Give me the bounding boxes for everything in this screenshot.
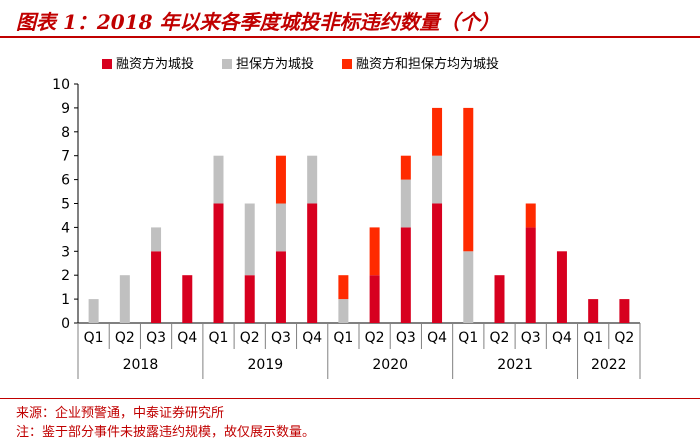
legend-swatch-2	[222, 59, 232, 69]
legend-swatch-1	[102, 59, 112, 69]
x-tick-label: Q4	[177, 330, 197, 346]
y-tick-label: 2	[61, 268, 70, 284]
bar-2-12	[432, 155, 443, 204]
group-label-2020: 2020	[372, 357, 408, 373]
legend-label-1: 融资方为城投	[116, 56, 194, 72]
group-label-2019: 2019	[248, 357, 284, 373]
stacked-bar-chart: 融资方为城投 担保方为城投 融资方和担保方均为城投 0 1 2 3 4 5 6 7 8 9 10 Q1 Q2 Q…	[52, 56, 641, 379]
y-tick-label: 10	[52, 77, 70, 93]
x-tick-label: Q1	[583, 330, 603, 346]
y-tick-label: 9	[61, 101, 70, 117]
bar-3-9	[338, 275, 349, 300]
bar-1-3	[151, 251, 162, 323]
y-tick-label: 0	[61, 316, 70, 332]
bar-3-7	[275, 155, 286, 204]
legend-label-2: 担保方为城投	[236, 56, 314, 72]
bar-2-13	[463, 251, 474, 323]
bar-2-8	[307, 155, 318, 204]
bar-1-18	[619, 299, 630, 323]
x-tick-label: Q1	[333, 330, 353, 346]
bar-1-17	[588, 299, 599, 323]
x-tick-label: Q3	[271, 330, 291, 346]
x-tick-label: Q4	[552, 330, 572, 346]
x-tick-label: Q1	[458, 330, 478, 346]
bar-3-12	[432, 107, 443, 156]
bar-2-1	[88, 299, 99, 323]
x-tick-label: Q1	[84, 330, 104, 346]
y-tick-label: 8	[61, 125, 70, 141]
x-tick-label: Q3	[146, 330, 166, 346]
y-tick-label: 5	[61, 197, 70, 213]
bar-1-4	[182, 275, 193, 323]
bar-2-9	[338, 299, 349, 323]
y-tick-label: 1	[61, 292, 70, 308]
legend-label-3: 融资方和担保方均为城投	[356, 56, 499, 72]
group-label-2022: 2022	[591, 357, 627, 373]
source-note: 来源：企业预警通，中泰证券研究所	[16, 406, 225, 421]
bar-3-15	[525, 203, 536, 228]
title-bar: 图表 1：2018 年以来各季度城投非标违约数量（个）	[0, 0, 700, 38]
x-tick-label: Q2	[365, 330, 385, 346]
x-tick-label: Q4	[302, 330, 322, 346]
y-tick-label: 3	[61, 244, 70, 260]
x-tick-label: Q2	[240, 330, 260, 346]
y-tick-label: 4	[61, 220, 70, 236]
y-tick-label: 6	[61, 173, 70, 189]
bar-1-6	[244, 275, 255, 323]
bar-2-5	[213, 155, 224, 204]
bar-1-8	[307, 203, 318, 323]
bar-1-5	[213, 203, 224, 323]
bar-3-11	[400, 155, 411, 180]
y-tick-label: 7	[61, 149, 70, 165]
bar-1-7	[275, 251, 286, 323]
x-tick-label: Q1	[209, 330, 229, 346]
group-label-2018: 2018	[123, 357, 159, 373]
x-tick-label: Q2	[115, 330, 135, 346]
bar-1-10	[369, 275, 380, 323]
bar-1-14	[494, 275, 505, 323]
bar-2-11	[400, 179, 411, 228]
bar-2-6	[244, 203, 255, 276]
bar-1-16	[556, 251, 567, 323]
bar-3-10	[369, 227, 380, 276]
bar-3-13	[463, 107, 474, 252]
footer-divider	[0, 398, 700, 399]
bar-1-11	[400, 227, 411, 323]
bar-2-2	[119, 275, 130, 323]
x-tick-label: Q4	[427, 330, 447, 346]
x-tick-label: Q3	[521, 330, 541, 346]
footnote: 注：鉴于部分事件未披露违约规模，故仅展示数量。	[16, 425, 316, 440]
bar-2-3	[151, 227, 162, 252]
x-tick-label: Q3	[396, 330, 416, 346]
x-tick-label: Q2	[614, 330, 634, 346]
bar-1-12	[432, 203, 443, 323]
group-label-2021: 2021	[497, 357, 533, 373]
legend-swatch-3	[342, 59, 352, 69]
bar-1-15	[525, 227, 536, 323]
chart-title: 图表 1：2018 年以来各季度城投非标违约数量（个）	[16, 10, 500, 34]
bar-2-7	[275, 203, 286, 252]
x-tick-label: Q2	[490, 330, 510, 346]
